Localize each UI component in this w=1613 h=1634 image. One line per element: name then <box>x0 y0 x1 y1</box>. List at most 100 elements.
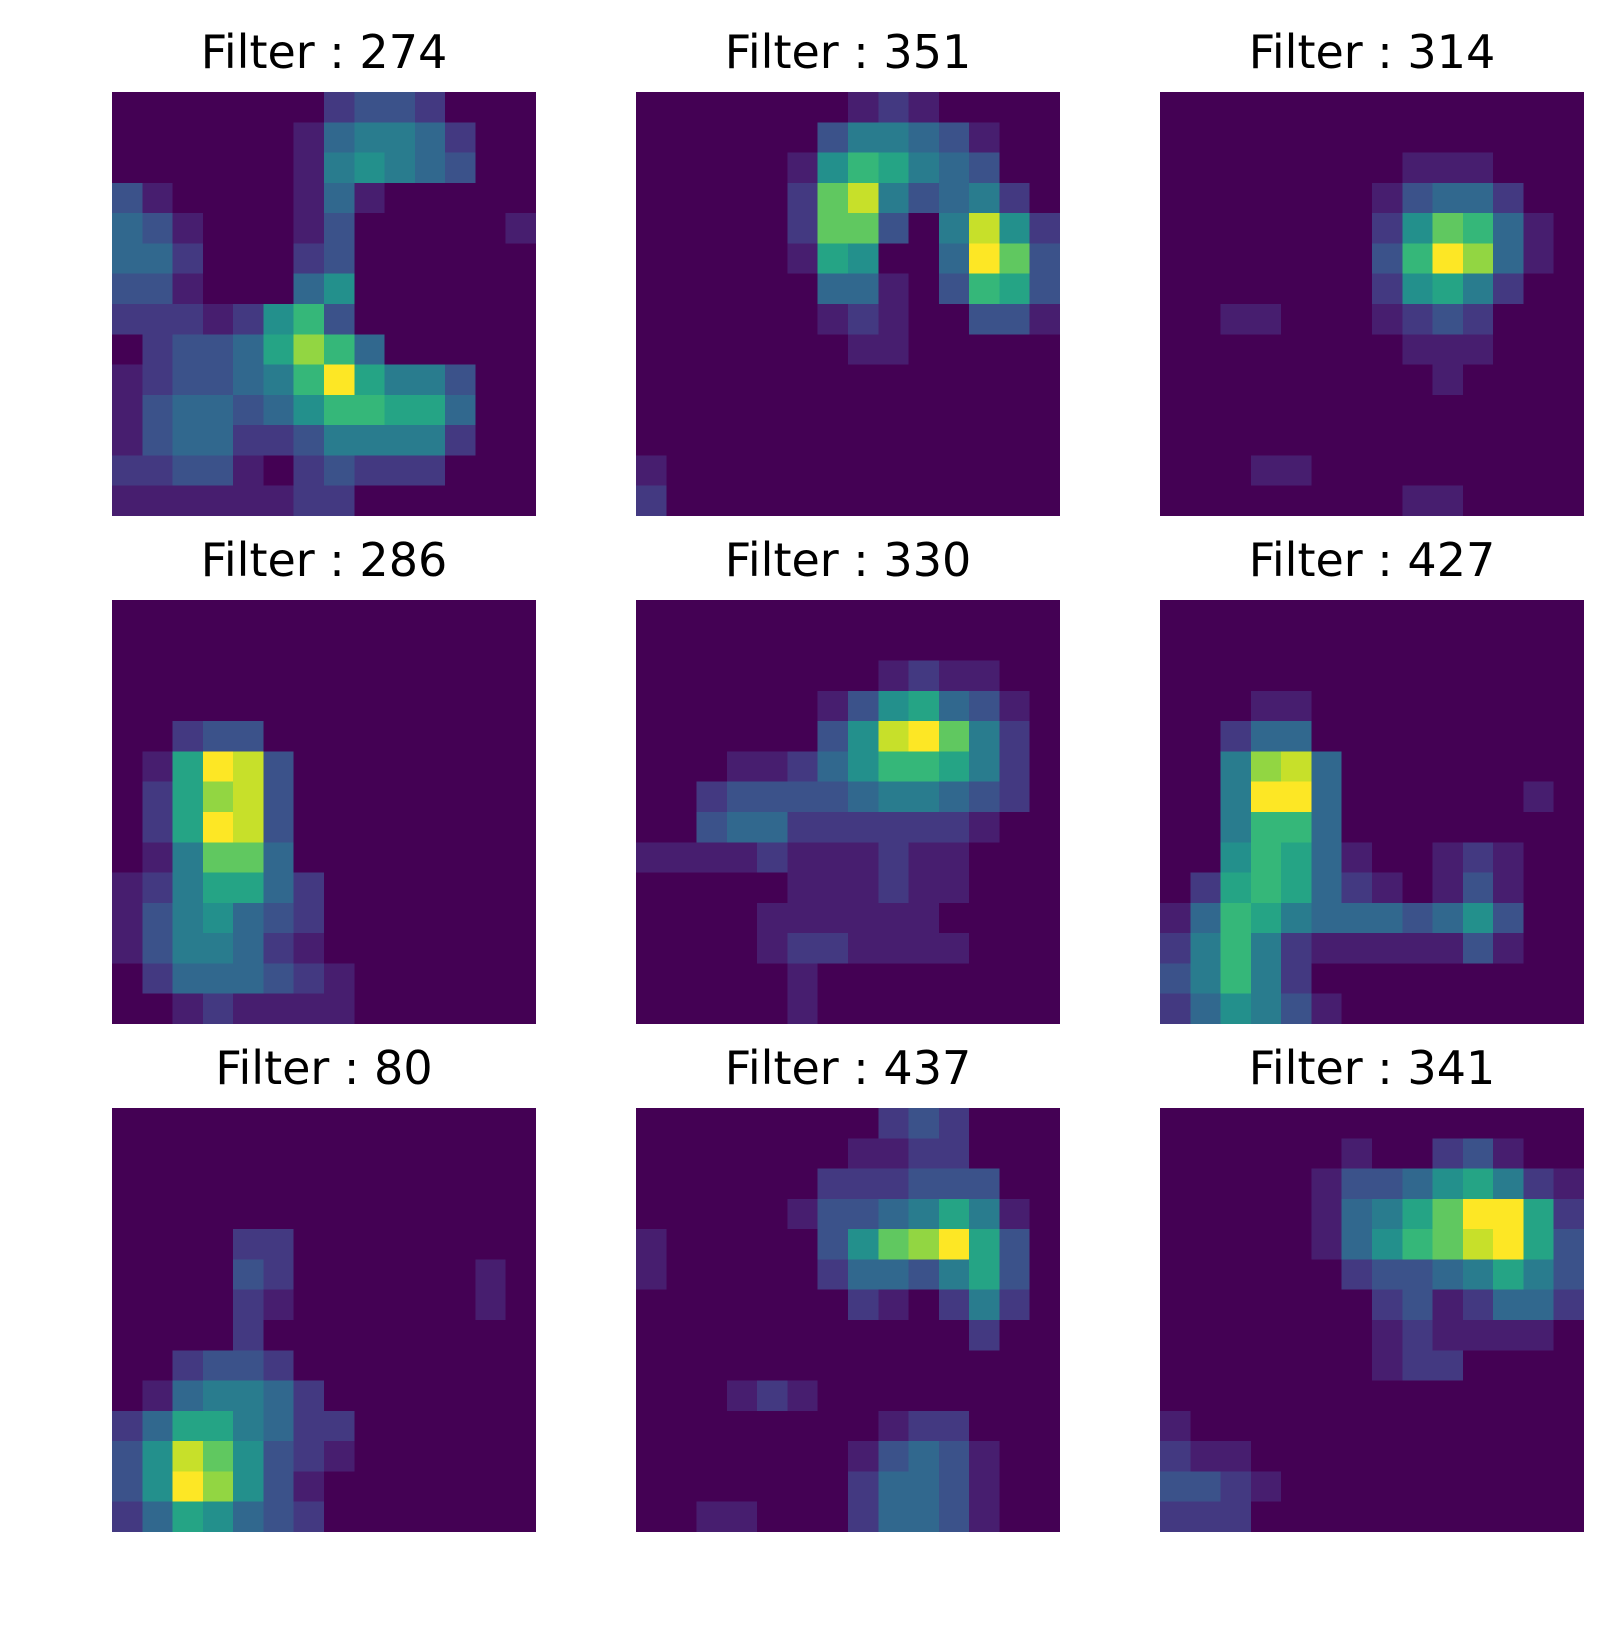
heatmap-cell <box>878 721 910 753</box>
heatmap-cell <box>354 721 386 753</box>
heatmap-cell <box>233 1410 265 1442</box>
heatmap-cell <box>938 781 970 813</box>
heatmap-cell <box>112 1259 143 1291</box>
heatmap-cell <box>1220 1108 1252 1139</box>
heatmap-cell <box>1029 1441 1060 1473</box>
heatmap-cell <box>757 963 789 995</box>
heatmap-cell <box>233 455 265 487</box>
heatmap-cell <box>1190 1168 1222 1200</box>
heatmap-cell <box>848 1108 879 1139</box>
heatmap-cell <box>1311 1441 1343 1473</box>
heatmap-cell <box>414 485 446 516</box>
heatmap-cell <box>696 933 728 965</box>
heatmap-cell <box>293 812 325 843</box>
heatmap-cell <box>202 1501 234 1532</box>
heatmap-cell <box>1341 933 1373 965</box>
heatmap-cell <box>1523 660 1555 692</box>
heatmap-cell <box>263 751 295 783</box>
heatmap-cell <box>787 152 819 184</box>
heatmap-cell <box>324 122 355 154</box>
heatmap-cell <box>202 872 234 904</box>
heatmap-cell <box>202 92 234 123</box>
heatmap-cell <box>787 1380 819 1412</box>
heatmap-cell <box>848 92 879 123</box>
heatmap-cell <box>757 1501 789 1532</box>
heatmap-cell <box>817 963 849 995</box>
heatmap-cell <box>1029 993 1060 1024</box>
heatmap-cell <box>1341 751 1373 783</box>
heatmap-cell <box>666 364 698 396</box>
heatmap-cell <box>142 334 174 366</box>
heatmap-cell <box>938 721 970 753</box>
heatmap-cell <box>1160 1138 1191 1170</box>
heatmap-cell <box>112 1138 143 1170</box>
heatmap-cell <box>475 1229 507 1261</box>
heatmap-cell <box>999 182 1031 214</box>
heatmap-cell <box>999 1501 1031 1532</box>
heatmap-cell <box>1190 1471 1222 1503</box>
heatmap-cell <box>1432 660 1464 692</box>
heatmap-cell <box>1523 872 1555 904</box>
heatmap-cell <box>938 751 970 783</box>
heatmap-cell <box>1281 1138 1313 1170</box>
heatmap-cell <box>475 1259 507 1291</box>
heatmap-cell <box>505 1471 536 1503</box>
heatmap-cell <box>1523 812 1555 843</box>
heatmap-cell <box>787 1441 819 1473</box>
heatmap-cell <box>414 902 446 934</box>
heatmap-cell <box>878 1108 910 1139</box>
heatmap-cell <box>696 425 728 457</box>
heatmap-cell <box>445 1380 477 1412</box>
heatmap-cell <box>112 304 143 335</box>
heatmap-cell <box>1029 902 1060 934</box>
heatmap-cell <box>696 1108 728 1139</box>
heatmap-cell <box>938 1441 970 1473</box>
heatmap-cell <box>1029 1350 1060 1382</box>
heatmap-cell <box>969 690 1001 722</box>
heatmap-cell <box>696 993 728 1024</box>
heatmap-cell <box>908 92 940 123</box>
heatmap-cell <box>142 1108 174 1139</box>
heatmap-cell <box>293 721 325 753</box>
heatmap-cell <box>142 1410 174 1442</box>
heatmap-cell <box>666 425 698 457</box>
heatmap-cell <box>324 394 355 426</box>
heatmap-cell <box>666 304 698 335</box>
heatmap-cell <box>938 1289 970 1321</box>
heatmap-cell <box>445 721 477 753</box>
heatmap-cell <box>354 1138 386 1170</box>
heatmap-cell <box>787 122 819 154</box>
heatmap-cell <box>1462 1501 1494 1532</box>
heatmap-cell <box>908 690 940 722</box>
heatmap-cell <box>324 1289 355 1321</box>
heatmap-cell <box>1311 1289 1343 1321</box>
heatmap-cell <box>999 394 1031 426</box>
heatmap-cell <box>384 1320 416 1351</box>
heatmap-cell <box>999 751 1031 783</box>
heatmap-cell <box>445 425 477 457</box>
heatmap-cell <box>293 1168 325 1200</box>
heatmap-cell <box>293 933 325 965</box>
heatmap-cell <box>233 1108 265 1139</box>
heatmap-cell <box>293 364 325 396</box>
heatmap-cell <box>999 1320 1031 1351</box>
heatmap-cell <box>202 993 234 1024</box>
heatmap-cell <box>414 1410 446 1442</box>
heatmap-cell <box>1250 902 1282 934</box>
heatmap-cell <box>324 812 355 843</box>
heatmap-cell <box>202 690 234 722</box>
heatmap-cell <box>505 993 536 1024</box>
heatmap-cell <box>938 394 970 426</box>
heatmap-cell <box>1553 751 1584 783</box>
heatmap-cell <box>505 182 536 214</box>
heatmap-cell <box>324 660 355 692</box>
heatmap-cell <box>878 812 910 843</box>
heatmap-cell <box>202 812 234 843</box>
heatmap-cell <box>938 1198 970 1230</box>
panel-title: Filter : 351 <box>724 25 972 79</box>
heatmap-cell <box>969 1198 1001 1230</box>
heatmap-cell <box>475 933 507 965</box>
heatmap-cell <box>1432 630 1464 662</box>
heatmap-cell <box>726 721 758 753</box>
heatmap-cell <box>172 751 204 783</box>
